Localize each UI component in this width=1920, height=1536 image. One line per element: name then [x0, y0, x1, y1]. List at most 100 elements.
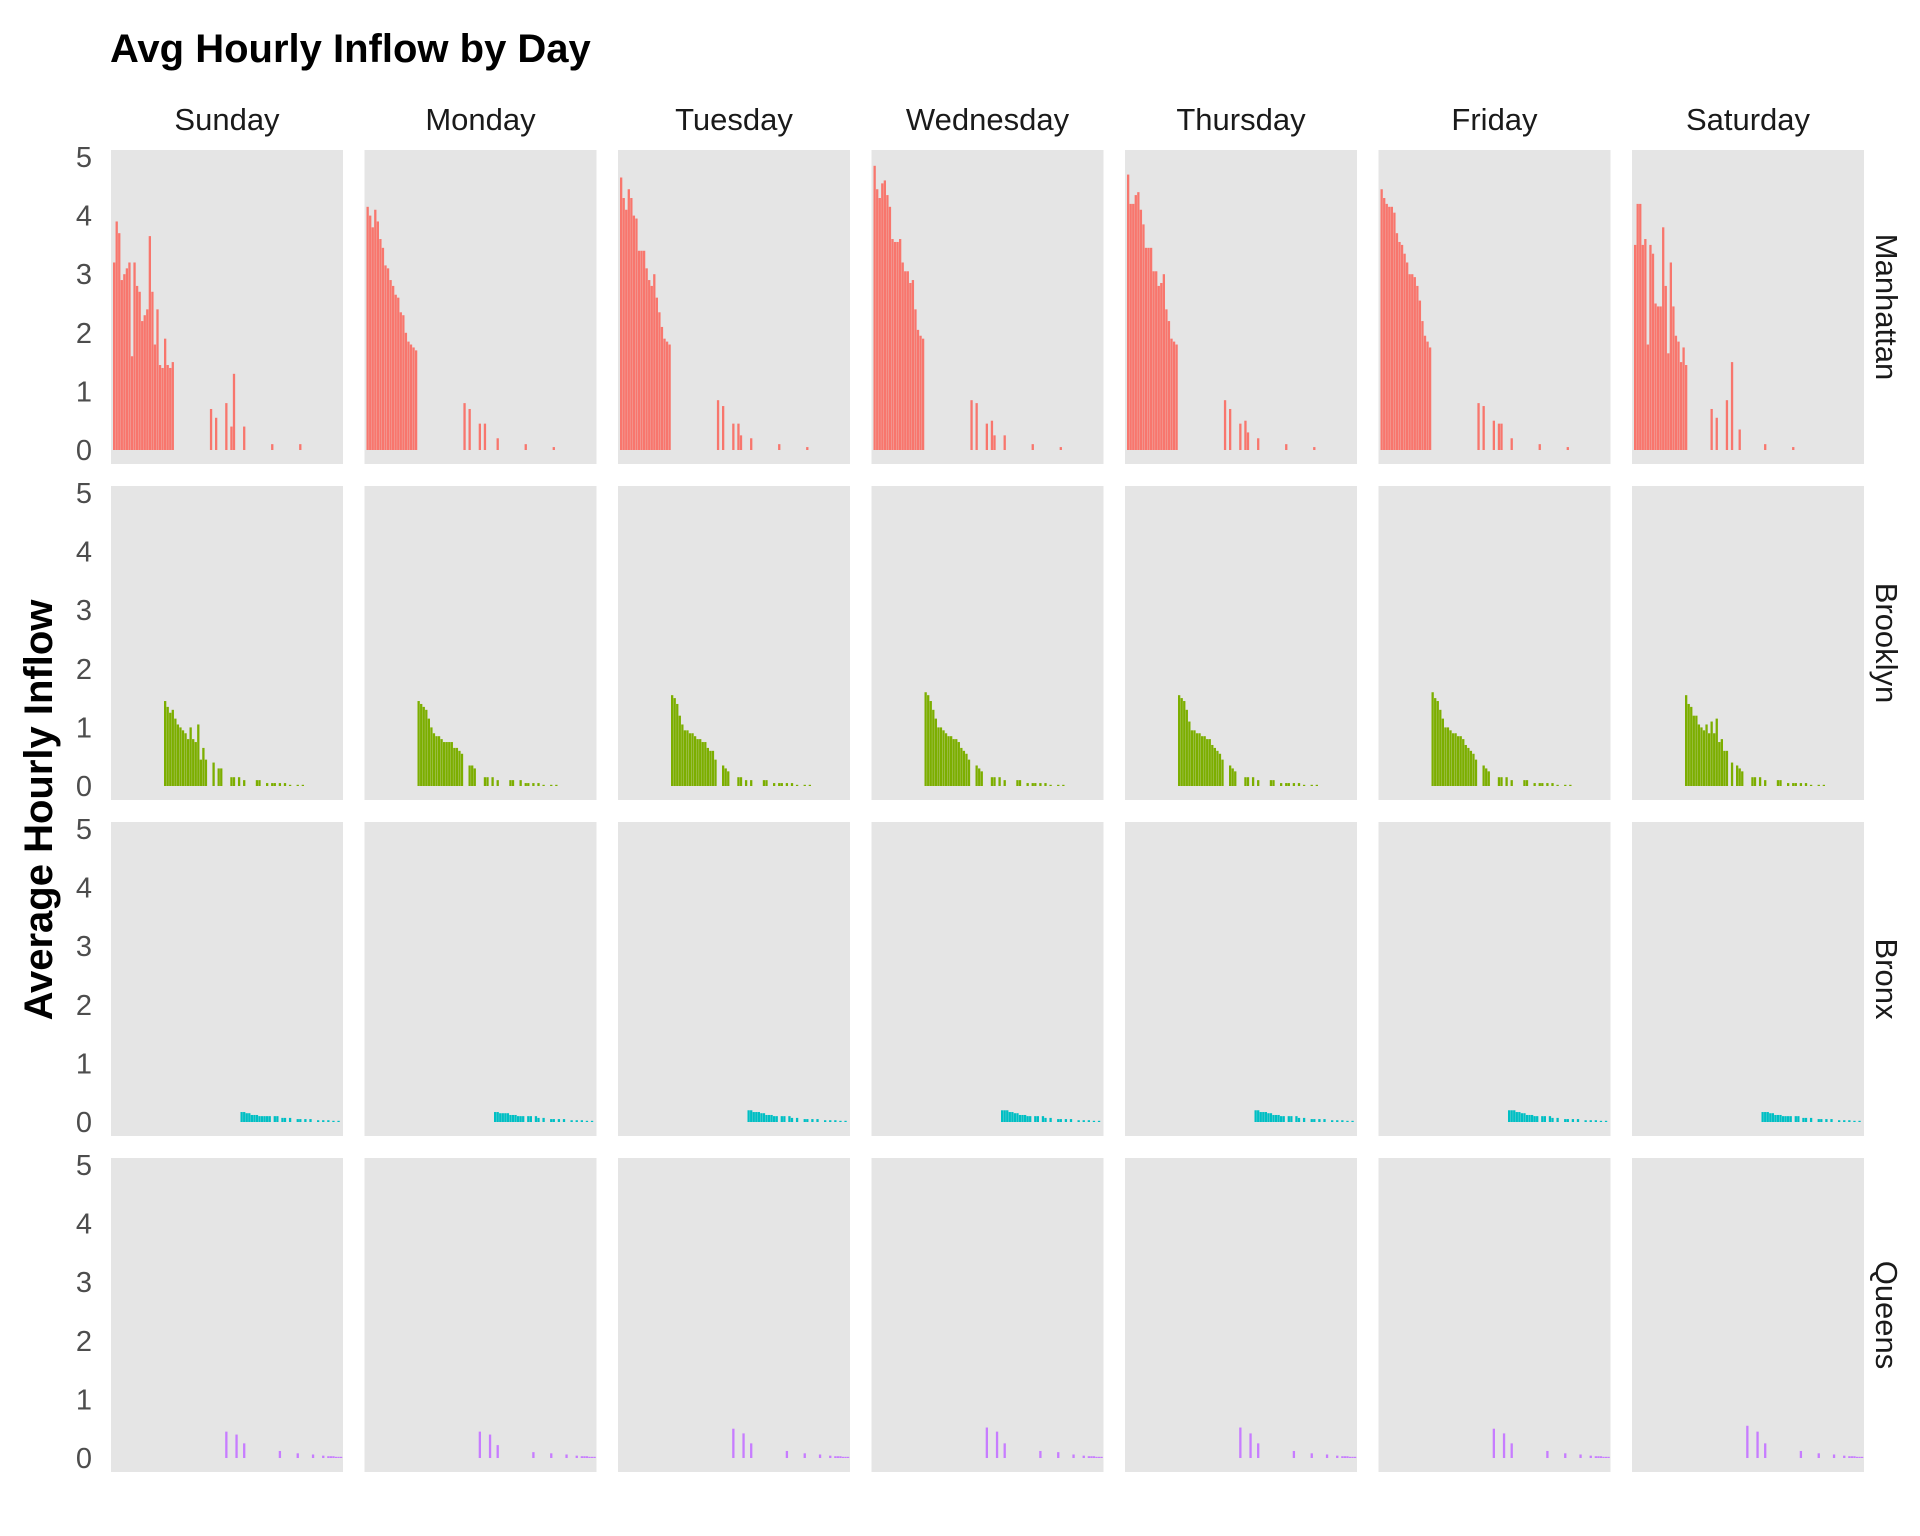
bar: [1543, 1116, 1546, 1122]
y-tick-label: 5: [76, 478, 92, 510]
bar: [1137, 192, 1140, 450]
bar: [1249, 1433, 1252, 1458]
bar: [1799, 1450, 1803, 1458]
bar: [1302, 1117, 1306, 1122]
bar: [204, 759, 208, 786]
bar: [1049, 784, 1052, 786]
bar: [742, 1433, 745, 1458]
bar: [1190, 730, 1194, 786]
bar: [1323, 1119, 1326, 1122]
bar: [1198, 733, 1201, 786]
bar: [529, 1116, 532, 1122]
bar: [1011, 1112, 1014, 1122]
bar: [1809, 1117, 1813, 1122]
bar: [1223, 400, 1227, 450]
bar: [184, 733, 187, 786]
bar: [1502, 1433, 1506, 1458]
bar: [276, 1116, 279, 1122]
bar: [1313, 447, 1316, 450]
bar: [1634, 244, 1637, 450]
y-tick-label: 1: [76, 376, 92, 408]
bar: [202, 747, 205, 786]
bar: [1674, 335, 1678, 450]
bar: [1183, 701, 1186, 786]
bar: [164, 701, 167, 786]
bar: [1257, 1110, 1260, 1122]
bar: [632, 215, 636, 450]
bar: [1797, 1116, 1800, 1122]
bar: [156, 309, 159, 450]
bar: [1667, 353, 1670, 450]
bar: [1541, 783, 1544, 786]
bar: [1049, 1117, 1052, 1122]
bar: [443, 742, 446, 786]
bar: [1175, 344, 1178, 450]
bar: [1604, 1456, 1608, 1458]
bar: [1016, 780, 1019, 786]
bar: [1779, 1114, 1782, 1122]
bar: [1589, 1455, 1592, 1458]
bar: [1804, 1117, 1808, 1122]
bar: [153, 344, 157, 450]
bar: [699, 739, 702, 786]
bar: [1771, 1113, 1774, 1122]
bar: [701, 742, 704, 786]
bar: [1776, 1114, 1780, 1122]
bar: [329, 1456, 333, 1458]
bar: [1272, 1114, 1275, 1122]
bar: [1604, 1120, 1608, 1122]
bar: [1282, 1116, 1285, 1122]
bar: [1421, 321, 1424, 450]
y-tick-label: 4: [76, 201, 92, 233]
bar: [878, 198, 881, 450]
bar: [1388, 206, 1391, 450]
bar: [914, 309, 917, 450]
bar: [1482, 406, 1485, 450]
bar: [1636, 203, 1639, 450]
bar: [883, 180, 886, 450]
bar: [273, 1116, 276, 1122]
bar: [1403, 253, 1406, 450]
bar: [379, 239, 382, 450]
bar: [1026, 783, 1029, 786]
bar: [844, 1456, 847, 1458]
bar: [1039, 783, 1042, 786]
bar: [1830, 1119, 1833, 1122]
bar: [1781, 1116, 1785, 1122]
bar: [876, 189, 879, 451]
bar: [637, 250, 641, 450]
bar: [904, 271, 907, 450]
bar: [1761, 1112, 1764, 1122]
bar: [1023, 1114, 1027, 1122]
bar: [1710, 408, 1713, 450]
bar: [450, 742, 453, 786]
bar: [844, 1120, 847, 1122]
bar: [260, 1116, 264, 1122]
bar: [550, 784, 553, 786]
bar: [1817, 784, 1820, 786]
bar: [164, 338, 167, 450]
bar: [135, 285, 139, 450]
bar: [1700, 727, 1703, 786]
bar: [1313, 1119, 1316, 1122]
bar: [1651, 253, 1655, 450]
bar: [1541, 1116, 1544, 1122]
bar: [453, 747, 456, 786]
y-axis-label: Average Hourly Inflow: [17, 599, 61, 1021]
bar: [1097, 1120, 1101, 1122]
bar: [1659, 306, 1662, 450]
panel-bronx-saturday: [1632, 822, 1864, 1136]
bar: [750, 780, 753, 786]
bar: [1779, 780, 1782, 786]
bar: [760, 1113, 763, 1122]
bar: [463, 403, 466, 450]
bar: [924, 692, 927, 786]
bar: [1041, 1116, 1045, 1122]
bar: [138, 291, 141, 450]
bar: [278, 783, 282, 786]
bar: [1129, 203, 1132, 450]
y-tick-label: 1: [76, 712, 92, 744]
bar: [537, 783, 540, 786]
bar: [767, 1114, 771, 1122]
bar: [1690, 706, 1693, 786]
